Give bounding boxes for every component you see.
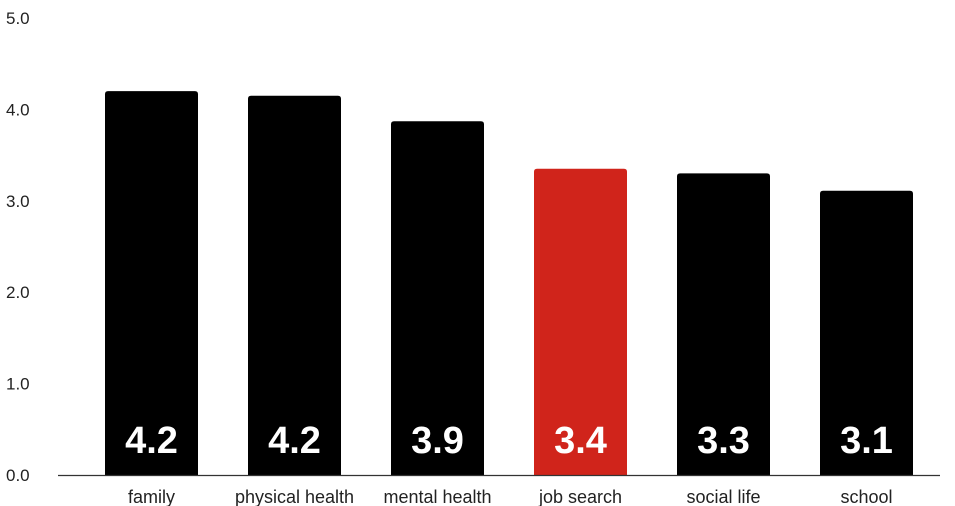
x-category-label: school bbox=[840, 487, 892, 506]
x-category-label: physical health bbox=[235, 487, 354, 506]
data-label: 3.4 bbox=[554, 420, 607, 462]
x-category-label: social life bbox=[686, 487, 760, 506]
y-tick-label: 4.0 bbox=[6, 100, 30, 119]
bars: 4.2 4.2 3.9 3.4 3.3 3.1 bbox=[105, 91, 913, 476]
y-tick-label: 0.0 bbox=[6, 466, 30, 485]
y-axis-tick-labels: 0.0 1.0 2.0 3.0 4.0 5.0 bbox=[6, 9, 30, 485]
bar-family bbox=[105, 91, 198, 476]
x-category-label: job search bbox=[538, 487, 622, 506]
x-category-label: mental health bbox=[383, 487, 491, 506]
x-axis-category-labels: family physical health mental health job se… bbox=[128, 487, 893, 506]
data-label: 4.2 bbox=[125, 420, 178, 462]
data-label: 3.9 bbox=[411, 420, 464, 462]
y-tick-label: 1.0 bbox=[6, 375, 30, 394]
x-category-label: family bbox=[128, 487, 175, 506]
y-tick-label: 3.0 bbox=[6, 192, 30, 211]
bar-job-search bbox=[534, 168, 627, 475]
y-tick-label: 2.0 bbox=[6, 283, 30, 302]
data-label: 4.2 bbox=[268, 420, 321, 462]
bar-mental-health bbox=[391, 121, 484, 476]
bar-social-life bbox=[677, 173, 770, 475]
data-label: 3.1 bbox=[840, 420, 893, 462]
bar-physical-health bbox=[248, 95, 341, 475]
data-label: 3.3 bbox=[697, 420, 750, 462]
y-tick-label: 5.0 bbox=[6, 9, 30, 28]
bar-school bbox=[820, 190, 913, 475]
